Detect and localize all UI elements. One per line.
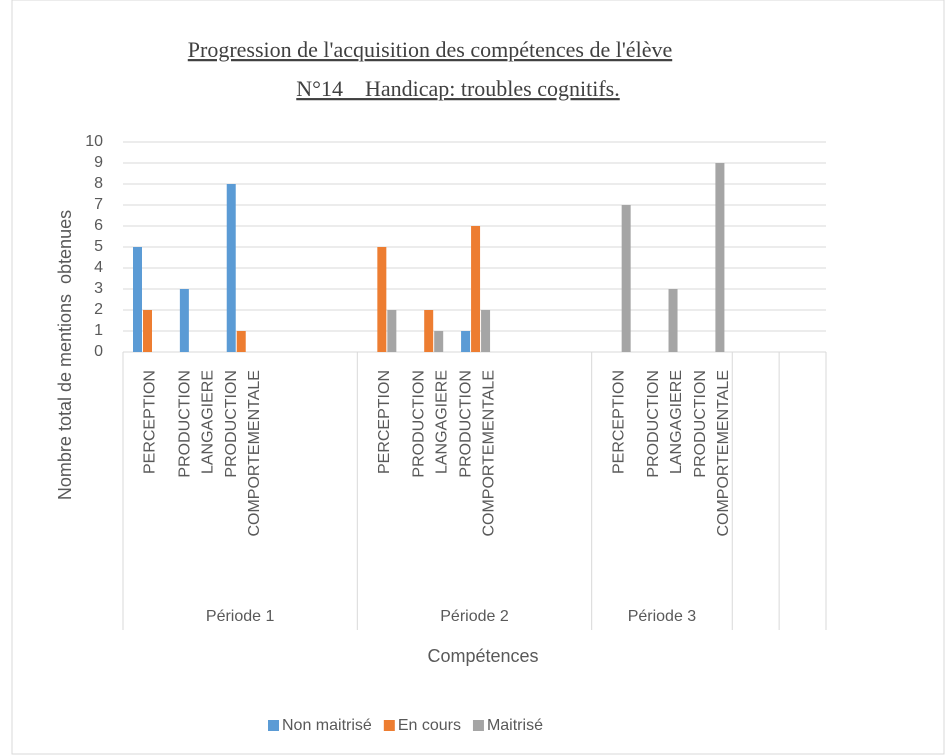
legend-swatch	[472, 720, 484, 731]
bar	[236, 331, 246, 352]
y-tick-label: 4	[94, 259, 103, 276]
y-tick-label: 2	[94, 301, 103, 318]
x-tick-label: PRODUCTION COMPORTEMENTALE	[692, 370, 732, 537]
y-tick-label: 3	[94, 280, 103, 297]
bar	[621, 205, 631, 352]
y-tick-label: 1	[94, 322, 103, 339]
x-tick-label: PRODUCTION LANGAGIERE	[645, 370, 685, 478]
group-label: Période 2	[440, 608, 509, 625]
y-tick-label: 8	[94, 175, 103, 192]
bar	[715, 163, 725, 352]
legend-label: En cours	[398, 717, 461, 734]
bar	[481, 310, 491, 352]
legend-label: Maitrisé	[487, 717, 543, 734]
chart-subtitle: N°14 Handicap: troubles cognitifs.	[296, 76, 619, 101]
x-tick-label: PERCEPTION	[610, 370, 627, 474]
chart-border	[11, 0, 945, 755]
y-tick-label: 6	[94, 217, 103, 234]
x-tick-label: PRODUCTION LANGAGIERE	[411, 370, 451, 478]
bar	[377, 247, 387, 352]
y-tick-label: 9	[94, 154, 103, 171]
chart-title: Progression de l'acquisition des compéte…	[188, 37, 672, 62]
y-tick-label: 7	[94, 196, 103, 213]
group-label: Période 1	[206, 608, 275, 625]
bar	[179, 289, 189, 352]
legend-swatch	[383, 720, 395, 731]
bar	[133, 247, 142, 352]
y-axis-title: Nombre total de mentions obtenues	[55, 210, 75, 500]
legend-label: Non maitrisé	[282, 717, 372, 734]
bar	[424, 310, 434, 352]
y-tick-label: 5	[94, 238, 103, 255]
bar	[387, 310, 397, 352]
legend-swatch	[268, 720, 279, 731]
x-tick-label: PERCEPTION	[142, 370, 159, 474]
y-tick-label: 0	[94, 343, 103, 360]
bar	[143, 310, 152, 352]
y-tick-label: 10	[85, 133, 103, 150]
bar	[226, 184, 236, 352]
x-tick-label: PRODUCTION COMPORTEMENTALE	[223, 370, 263, 537]
x-tick-label: PERCEPTION	[376, 370, 393, 474]
group-label: Période 3	[628, 608, 697, 625]
bar	[434, 331, 444, 352]
bar	[668, 289, 678, 352]
x-tick-label: PRODUCTION LANGAGIERE	[177, 370, 217, 478]
bar	[461, 331, 471, 352]
bar	[471, 226, 481, 352]
x-axis-title: Compétences	[427, 646, 538, 666]
x-tick-label: PRODUCTION COMPORTEMENTALE	[458, 370, 498, 537]
